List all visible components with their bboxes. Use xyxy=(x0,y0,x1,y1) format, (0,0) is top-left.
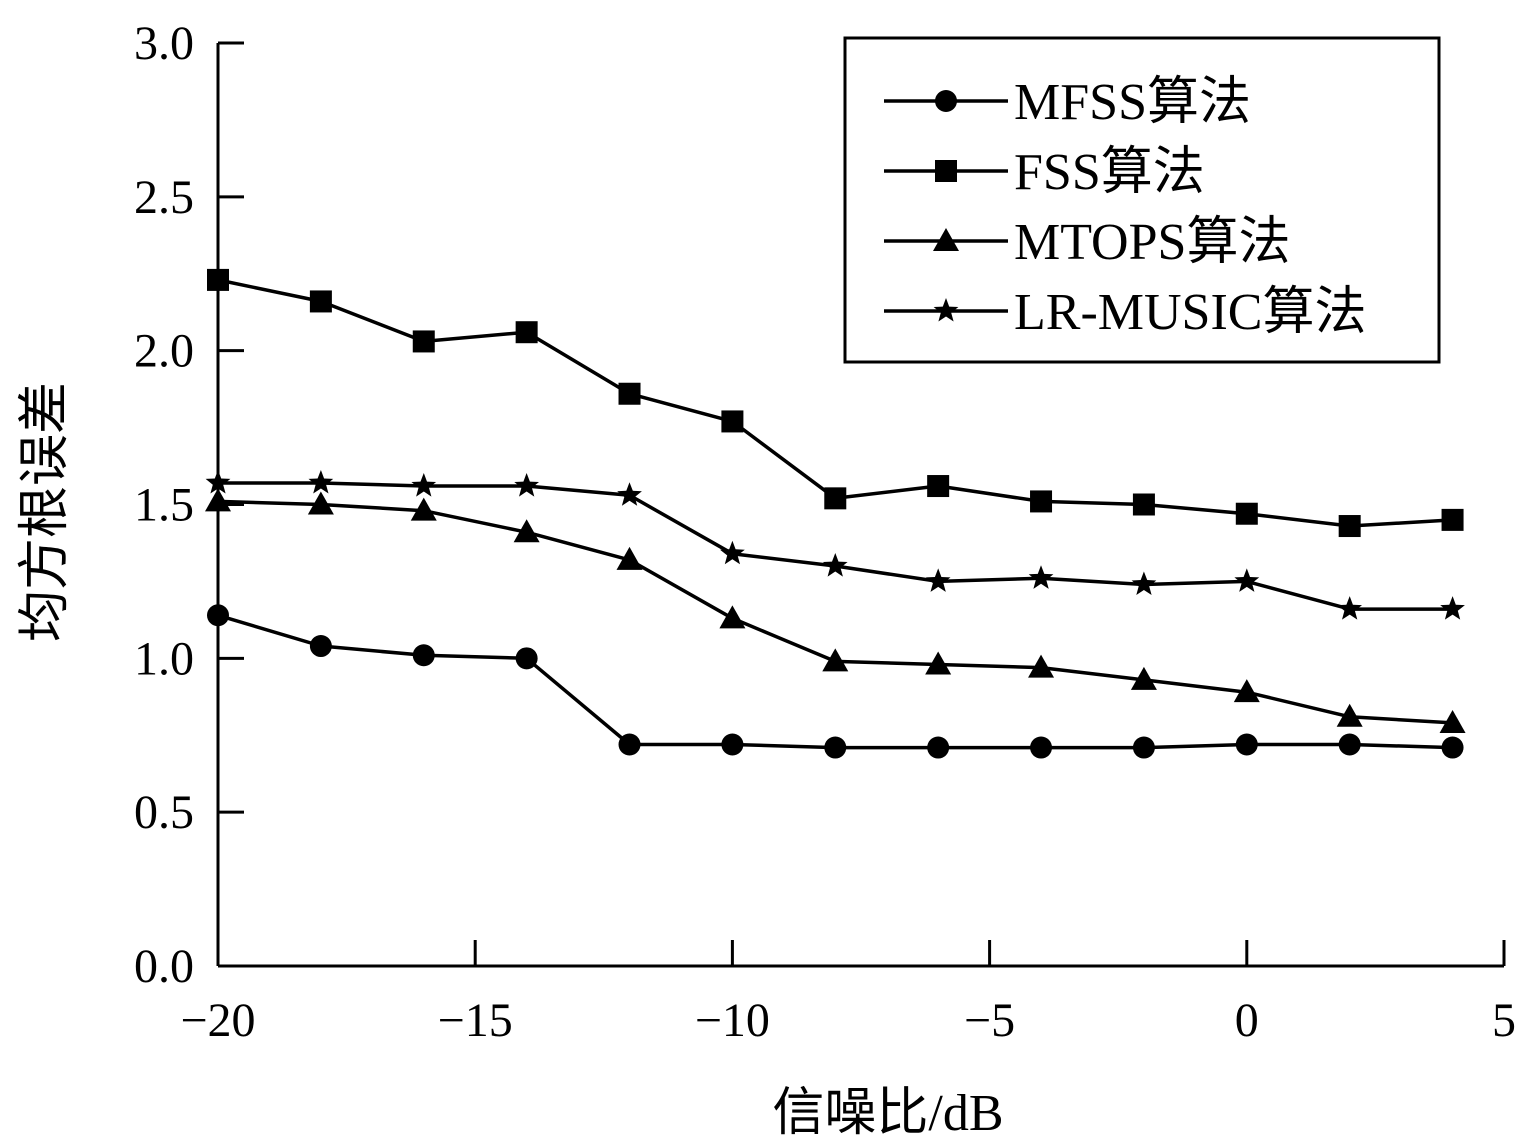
data-point xyxy=(822,553,848,577)
legend-item: FSS算法 xyxy=(884,144,1205,201)
data-point xyxy=(515,321,538,344)
x-tick-label: −15 xyxy=(438,994,513,1047)
data-point xyxy=(1337,596,1362,620)
y-tick-label: 3.0 xyxy=(134,17,194,70)
data-point xyxy=(1030,490,1053,513)
legend-marker xyxy=(935,90,957,112)
x-tick-label: 0 xyxy=(1235,994,1259,1047)
data-point xyxy=(411,473,437,497)
data-point xyxy=(1233,679,1260,703)
data-point xyxy=(1235,733,1258,756)
data-point xyxy=(618,382,641,405)
data-point xyxy=(1132,736,1155,759)
x-axis-title: 信噪比/dB xyxy=(772,1085,1003,1142)
data-point xyxy=(925,651,952,675)
legend-item: MTOPS算法 xyxy=(884,214,1290,271)
data-point xyxy=(1235,502,1258,525)
data-point xyxy=(412,330,435,353)
series-line xyxy=(217,613,1453,750)
data-point xyxy=(412,644,435,667)
y-axis-title: 均方根误差 xyxy=(17,382,74,642)
legend-item: MFSS算法 xyxy=(884,74,1251,131)
legend-label: MFSS算法 xyxy=(1014,74,1251,131)
data-point xyxy=(1338,733,1361,756)
x-tick-label: −20 xyxy=(180,994,255,1047)
data-point xyxy=(1030,736,1053,759)
series-circle xyxy=(207,604,1464,759)
data-point xyxy=(205,488,231,512)
y-tick-label: 2.5 xyxy=(134,171,194,224)
data-point xyxy=(307,491,334,515)
data-point xyxy=(1440,596,1465,620)
data-point xyxy=(207,268,229,291)
data-point xyxy=(1132,493,1155,516)
data-point xyxy=(514,473,539,497)
axes: 0.0 0.5 1.0 1.5 2.0 2.5 3.0 −20 −15 −10 −5 0 5 xyxy=(134,17,1516,1047)
legend-item: LR-MUSIC算法 xyxy=(884,284,1366,341)
data-point xyxy=(1439,709,1466,733)
data-point xyxy=(927,736,950,759)
data-point xyxy=(824,736,847,759)
legend-label: LR-MUSIC算法 xyxy=(1014,284,1366,341)
data-point xyxy=(1234,568,1260,592)
data-point xyxy=(309,290,332,313)
data-point xyxy=(1130,666,1157,690)
data-point xyxy=(824,487,847,510)
data-point xyxy=(721,733,744,756)
series-star xyxy=(205,470,1465,620)
legend-marker xyxy=(933,298,959,322)
legend-marker xyxy=(935,160,957,182)
y-tick-label: 1.0 xyxy=(134,632,194,685)
y-tick-label: 1.5 xyxy=(134,479,194,532)
x-tick-label: 5 xyxy=(1492,994,1516,1047)
data-point xyxy=(308,470,334,494)
data-point xyxy=(1441,508,1464,531)
data-point xyxy=(1028,654,1055,678)
data-point xyxy=(927,475,950,498)
y-tick-label: 0.5 xyxy=(134,786,194,839)
data-point xyxy=(1028,565,1054,589)
data-point xyxy=(207,604,229,627)
x-tick-label: −5 xyxy=(964,994,1015,1047)
data-point xyxy=(515,647,538,670)
legend-label: FSS算法 xyxy=(1014,144,1205,201)
legend-marker xyxy=(933,228,959,251)
data-point xyxy=(616,546,643,570)
y-tick-label: 2.0 xyxy=(134,325,194,378)
data-point xyxy=(618,733,641,756)
data-point xyxy=(513,519,540,543)
data-point xyxy=(720,540,745,565)
series-square xyxy=(207,268,1464,538)
data-point xyxy=(617,482,642,506)
series-layer xyxy=(205,268,1466,759)
data-point xyxy=(1336,703,1363,727)
data-point xyxy=(309,635,332,658)
legend: MFSS算法 FSS算法 MTOPS算法 LR-MUSIC算法 xyxy=(843,36,1441,364)
data-point xyxy=(1338,515,1361,538)
data-point xyxy=(719,605,746,629)
data-point xyxy=(925,568,951,592)
data-point xyxy=(410,497,437,521)
y-tick-label: 0.0 xyxy=(134,940,194,993)
data-point xyxy=(721,410,744,433)
series-line xyxy=(217,499,1453,725)
data-point xyxy=(205,470,231,494)
x-tick-label: −10 xyxy=(695,994,770,1047)
data-point xyxy=(1131,571,1157,595)
data-point xyxy=(822,648,849,672)
legend-label: MTOPS算法 xyxy=(1014,214,1290,271)
series-triangle xyxy=(205,488,1466,733)
data-point xyxy=(1441,736,1464,759)
